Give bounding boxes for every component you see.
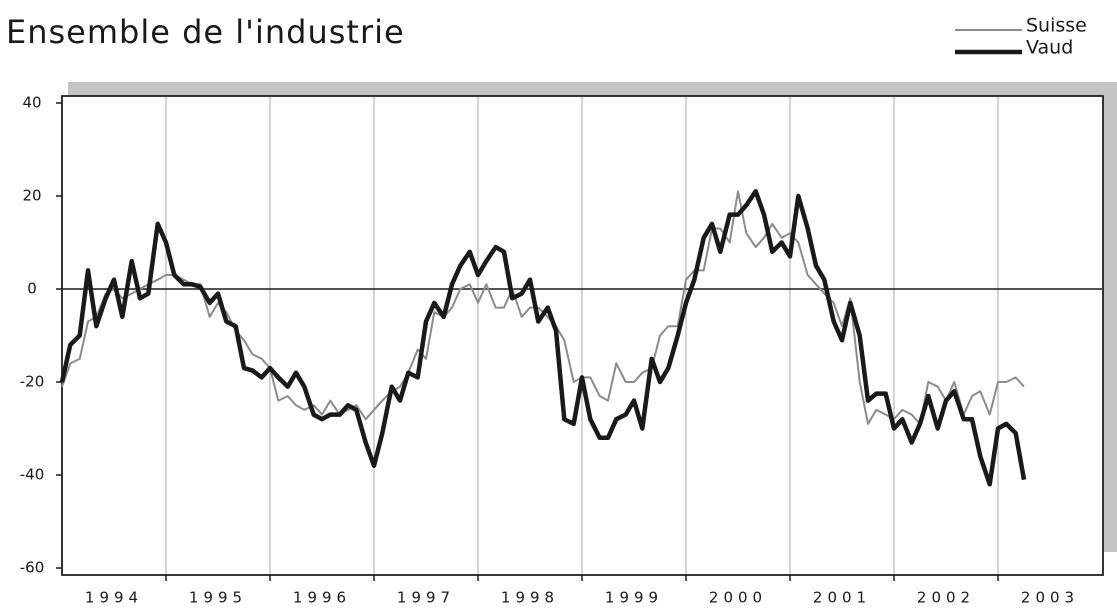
y-tick-label: -60	[20, 559, 45, 577]
x-tick-label: 1999	[605, 589, 663, 607]
y-tick-label: 20	[22, 186, 41, 204]
frame-shadow-right	[1103, 82, 1117, 552]
y-tick-label: -40	[20, 466, 45, 484]
x-tick-label: 2000	[709, 589, 767, 607]
y-tick-label: 0	[27, 279, 37, 297]
series-line	[59, 189, 1027, 487]
y-tick-label: -20	[20, 373, 45, 391]
frame-shadow-top	[68, 82, 1117, 98]
x-tick-label: 2001	[813, 589, 871, 607]
x-tick-label: 1996	[293, 589, 351, 607]
x-tick-label: 1994	[85, 589, 143, 607]
legend-label: Vaud	[1026, 37, 1073, 59]
y-tick-label: 40	[22, 93, 41, 111]
legend-label: Suisse	[1026, 15, 1087, 37]
x-tick-label: 2002	[917, 589, 975, 607]
x-tick-label: 1995	[189, 589, 247, 607]
x-tick-label: 2003	[1021, 589, 1079, 607]
x-tick-label: 1998	[501, 589, 559, 607]
x-tick-label: 1997	[397, 589, 455, 607]
chart-title: Ensemble de l'industrie	[6, 13, 405, 51]
plot-area	[61, 95, 1104, 576]
